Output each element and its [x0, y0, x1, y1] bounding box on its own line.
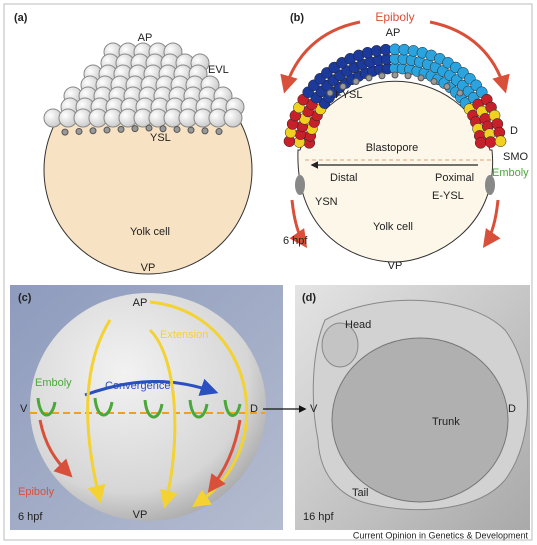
cell [366, 75, 372, 81]
label: EVL [208, 64, 229, 76]
panel-label: (d) [302, 292, 316, 304]
cell [202, 128, 208, 134]
label: AP [138, 32, 153, 44]
cell [444, 84, 450, 90]
cell [104, 127, 110, 133]
label: Emboly [492, 167, 529, 179]
embryo [30, 293, 266, 521]
label: Yolk cell [373, 221, 413, 233]
label: Extension [160, 329, 208, 341]
label: Poximal [435, 172, 474, 184]
cell [160, 126, 166, 132]
panel-label: (a) [14, 12, 28, 24]
figure: (a) AP EVL YSL Yolk cell VP (b) Epiboly … [0, 0, 537, 545]
cell [188, 127, 194, 133]
cell [405, 73, 411, 79]
cells [44, 43, 244, 135]
label: Emboly [35, 377, 72, 389]
cell [379, 73, 385, 79]
label: I-YSL [335, 89, 363, 101]
cell [132, 126, 138, 132]
label: VP [388, 260, 403, 272]
label: YSL [150, 132, 171, 144]
label: D [510, 125, 518, 137]
cell [495, 136, 506, 147]
label: Distal [330, 172, 358, 184]
ysn [295, 175, 305, 195]
label: AP [133, 297, 148, 309]
label: Epiboly [18, 486, 55, 498]
epiboly-arrow [485, 200, 498, 245]
cell [224, 109, 242, 127]
label: 6 hpf [283, 235, 308, 247]
cell [327, 90, 333, 96]
cell [431, 78, 437, 84]
cell [174, 126, 180, 132]
footer: Current Opinion in Genetics & Developmen… [353, 530, 529, 540]
label: YSN [315, 196, 338, 208]
label: Trunk [432, 416, 460, 428]
cell [146, 125, 152, 131]
cell [457, 90, 463, 96]
cell [418, 75, 424, 81]
label: Epiboly [375, 10, 414, 24]
label: 6 hpf [18, 511, 43, 523]
yolk [332, 338, 508, 502]
label: E-YSL [432, 190, 464, 202]
cell [216, 129, 222, 135]
cell [353, 78, 359, 84]
label: Yolk cell [130, 226, 170, 238]
panel-label: (c) [18, 292, 32, 304]
cell [62, 129, 68, 135]
cell [475, 137, 486, 148]
label: Convergence [105, 380, 170, 392]
label: D [250, 403, 258, 415]
cell [76, 128, 82, 134]
cell [90, 128, 96, 134]
label: 16 hpf [303, 511, 335, 523]
label: Tail [352, 487, 369, 499]
label: Head [345, 319, 371, 331]
label: SMO [503, 151, 529, 163]
cell [118, 126, 124, 132]
cell [485, 137, 496, 148]
label: V [310, 403, 318, 415]
label: VP [133, 509, 148, 521]
label: VP [141, 262, 156, 274]
label: Blastopore [366, 142, 419, 154]
label: D [508, 403, 516, 415]
cell [392, 72, 398, 78]
panel-label: (b) [290, 12, 304, 24]
label: V [20, 403, 28, 415]
label: AP [386, 27, 401, 39]
